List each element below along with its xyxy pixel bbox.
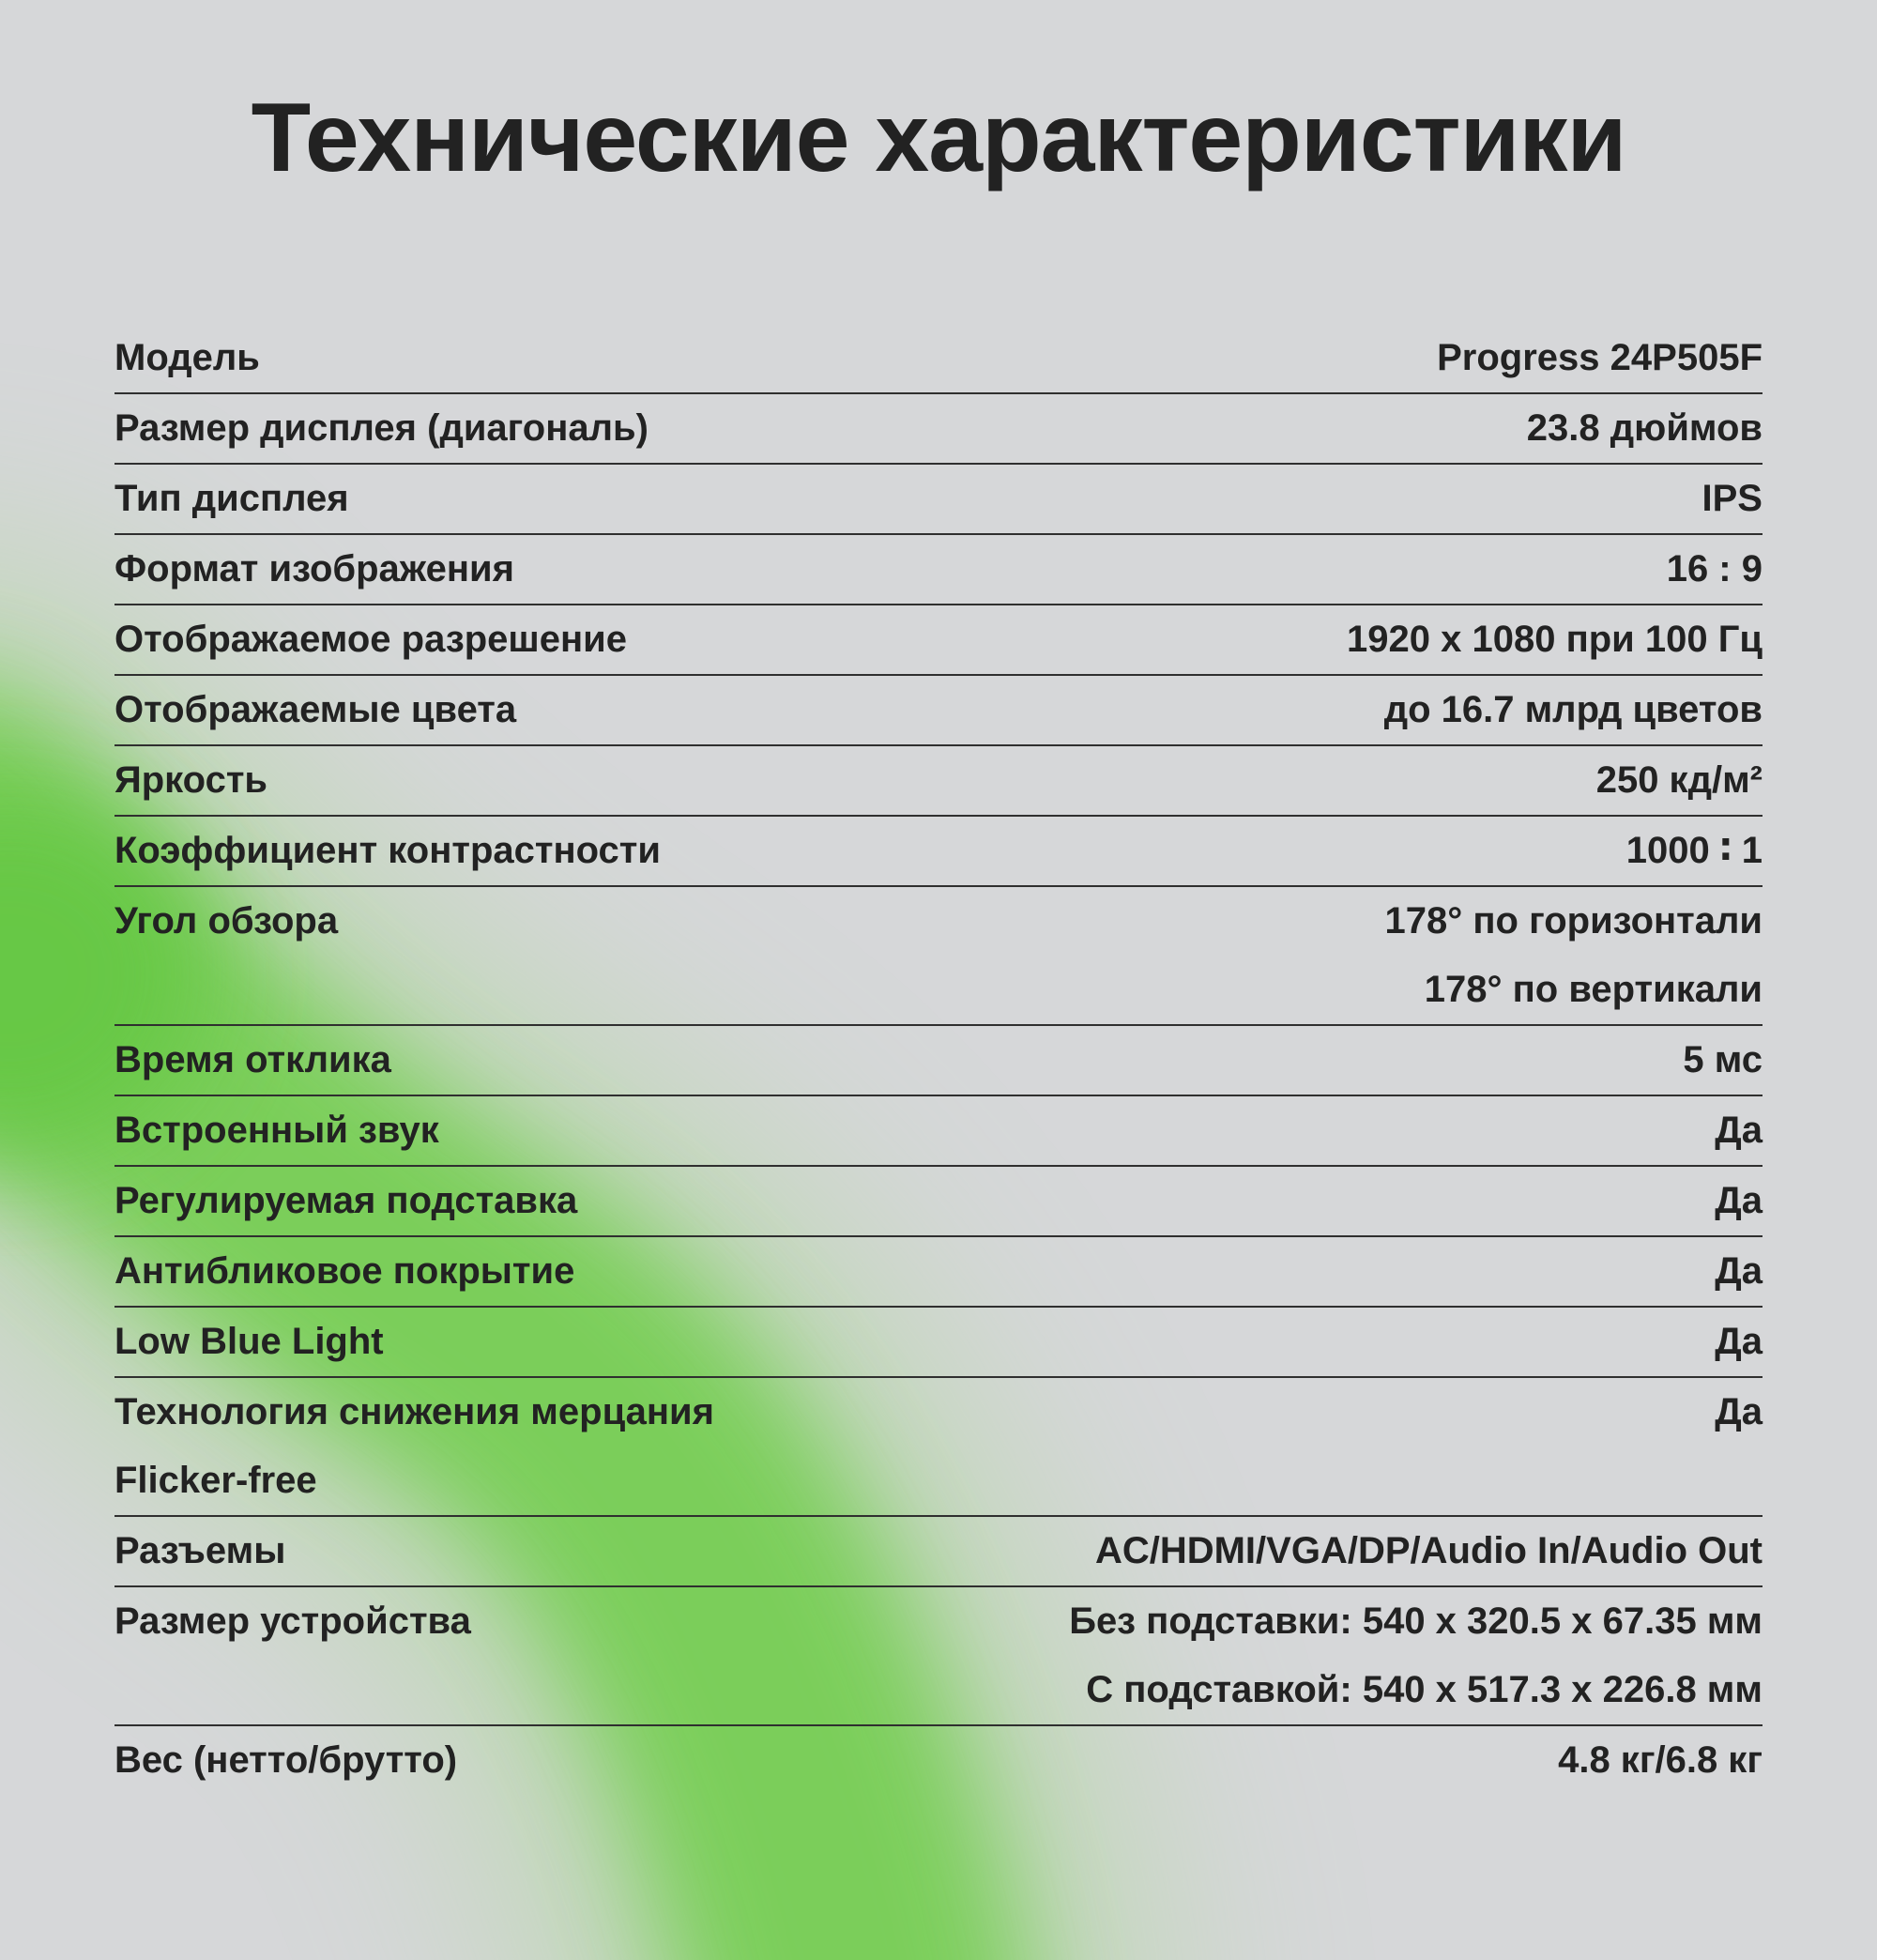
spec-row: Угол обзора 178° по горизонтали 178° по ве… — [114, 887, 1763, 1026]
spec-label: Отображаемое разрешение — [114, 605, 627, 674]
spec-label: Яркость — [114, 746, 267, 815]
spec-label: Размер дисплея (диагональ) — [114, 394, 649, 463]
spec-label-line: Регулируемая подставка — [114, 1179, 578, 1221]
spec-row: Отображаемые цвета до 16.7 млрд цветов — [114, 676, 1763, 746]
spec-sheet-page: Технические характеристики Модель Progres… — [0, 83, 1877, 1960]
spec-label: Антибликовое покрытие — [114, 1237, 574, 1306]
spec-row: Отображаемое разрешение 1920 x 1080 при 1… — [114, 605, 1763, 676]
spec-value-line: Да — [1715, 1179, 1763, 1221]
spec-label-line: Модель — [114, 336, 260, 378]
spec-value: Без подставки: 540 x 320.5 x 67.35 мм С п… — [1069, 1587, 1763, 1724]
spec-value: 4.8 кг/6.8 кг — [1558, 1726, 1763, 1795]
spec-row: Формат изображения 16 : 9 — [114, 535, 1763, 605]
spec-row: Антибликовое покрытие Да — [114, 1237, 1763, 1308]
spec-label-line: Угол обзора — [114, 899, 339, 942]
spec-value: 5 мс — [1683, 1026, 1763, 1095]
spec-label-line: Встроенный звук — [114, 1109, 439, 1151]
spec-label: Low Blue Light — [114, 1308, 384, 1376]
spec-value-line: 16 : 9 — [1666, 547, 1763, 590]
spec-value-line: Progress 24P505F — [1437, 336, 1763, 378]
spec-label-line: Вес (нетто/брутто) — [114, 1738, 458, 1781]
spec-row: Модель Progress 24P505F — [114, 324, 1763, 394]
spec-value-line: Да — [1715, 1320, 1763, 1362]
spec-value-line: до 16.7 млрд цветов — [1383, 688, 1763, 730]
spec-value: Progress 24P505F — [1437, 324, 1763, 392]
spec-label: Формат изображения — [114, 535, 514, 604]
spec-row: Разъемы AC/HDMI/VGA/DP/Audio In/Audio Out — [114, 1517, 1763, 1587]
spec-label: Технология снижения мерцания Flicker-free — [114, 1378, 714, 1515]
spec-label: Отображаемые цвета — [114, 676, 516, 744]
spec-label: Размер устройства — [114, 1587, 471, 1656]
spec-value: Да — [1715, 1308, 1763, 1376]
specs-table: Модель Progress 24P505F Размер дисплея (ди… — [114, 324, 1763, 1795]
spec-value: 16 : 9 — [1667, 535, 1763, 604]
spec-label-line: Разъемы — [114, 1529, 286, 1571]
spec-row: Яркость 250 кд/м² — [114, 746, 1763, 817]
spec-value-line: 5 мс — [1683, 1038, 1763, 1080]
spec-label-line: Яркость — [114, 758, 268, 801]
spec-label: Угол обзора — [114, 887, 338, 956]
spec-row: Размер дисплея (диагональ) 23.8 дюймов — [114, 394, 1763, 465]
spec-value-line: С подставкой: 540 x 517.3 x 226.8 мм — [1086, 1668, 1763, 1710]
spec-value: Да — [1715, 1378, 1763, 1447]
spec-row: Встроенный звук Да — [114, 1096, 1763, 1167]
spec-value-line: Да — [1715, 1390, 1763, 1432]
spec-value: 23.8 дюймов — [1527, 394, 1763, 463]
spec-row: Регулируемая подставка Да — [114, 1167, 1763, 1237]
spec-label: Регулируемая подставка — [114, 1167, 577, 1235]
spec-label-line: Размер дисплея (диагональ) — [114, 406, 649, 449]
spec-value-line: 1000 ∶ 1 — [1625, 829, 1763, 871]
spec-label: Коэффициент контрастности — [114, 817, 661, 885]
spec-value-line: 250 кд/м² — [1595, 758, 1763, 801]
spec-label: Время отклика — [114, 1026, 391, 1095]
spec-value-line: 178° по вертикали — [1424, 968, 1763, 1010]
spec-value-line: Да — [1715, 1109, 1763, 1151]
spec-value-line: Без подставки: 540 x 320.5 x 67.35 мм — [1069, 1600, 1763, 1642]
spec-label-line: Отображаемые цвета — [114, 688, 517, 730]
spec-value-line: 178° по горизонтали — [1384, 899, 1763, 942]
spec-value: до 16.7 млрд цветов — [1384, 676, 1763, 744]
spec-value: IPS — [1702, 465, 1763, 533]
spec-row: Тип дисплея IPS — [114, 465, 1763, 535]
spec-label: Вес (нетто/брутто) — [114, 1726, 457, 1795]
spec-value-line: 4.8 кг/6.8 кг — [1558, 1738, 1763, 1781]
spec-label-line: Формат изображения — [114, 547, 514, 590]
spec-value-line: IPS — [1702, 477, 1763, 519]
spec-label: Тип дисплея — [114, 465, 349, 533]
spec-value: Да — [1715, 1167, 1763, 1235]
spec-value-line: 1920 x 1080 при 100 Гц — [1347, 618, 1763, 660]
spec-value-line: Да — [1715, 1249, 1763, 1292]
spec-sheet-content: Технические характеристики Модель Progres… — [0, 83, 1877, 1795]
spec-value: Да — [1715, 1237, 1763, 1306]
spec-value: AC/HDMI/VGA/DP/Audio In/Audio Out — [1095, 1517, 1763, 1585]
spec-value: 178° по горизонтали 178° по вертикали — [1385, 887, 1763, 1024]
spec-label-line: Размер устройства — [114, 1600, 471, 1642]
spec-value: Да — [1715, 1096, 1763, 1165]
spec-row: Low Blue Light Да — [114, 1308, 1763, 1378]
spec-label-line: Low Blue Light — [114, 1320, 384, 1362]
spec-label-line: Время отклика — [114, 1038, 391, 1080]
spec-value: 250 кд/м² — [1596, 746, 1763, 815]
spec-label-line: Технология снижения мерцания — [114, 1390, 714, 1432]
spec-value: 1920 x 1080 при 100 Гц — [1347, 605, 1763, 674]
spec-value-line: AC/HDMI/VGA/DP/Audio In/Audio Out — [1094, 1529, 1763, 1571]
spec-label-line: Тип дисплея — [114, 477, 349, 519]
spec-row: Вес (нетто/брутто) 4.8 кг/6.8 кг — [114, 1726, 1763, 1795]
spec-row: Технология снижения мерцания Flicker-free… — [114, 1378, 1763, 1517]
spec-label: Разъемы — [114, 1517, 285, 1585]
spec-row: Время отклика 5 мс — [114, 1026, 1763, 1096]
page-title: Технические характеристики — [251, 84, 1627, 192]
spec-label-line: Коэффициент контрастности — [114, 829, 661, 871]
spec-label: Встроенный звук — [114, 1096, 439, 1165]
spec-value-line: 23.8 дюймов — [1526, 406, 1763, 449]
spec-value: 1000 ∶ 1 — [1626, 817, 1763, 885]
spec-label-line: Flicker-free — [114, 1459, 317, 1501]
spec-label: Модель — [114, 324, 260, 392]
spec-label-line: Антибликовое покрытие — [114, 1249, 575, 1292]
spec-label-line: Отображаемое разрешение — [114, 618, 627, 660]
spec-row: Размер устройства Без подставки: 540 x 32… — [114, 1587, 1763, 1726]
spec-row: Коэффициент контрастности 1000 ∶ 1 — [114, 817, 1763, 887]
